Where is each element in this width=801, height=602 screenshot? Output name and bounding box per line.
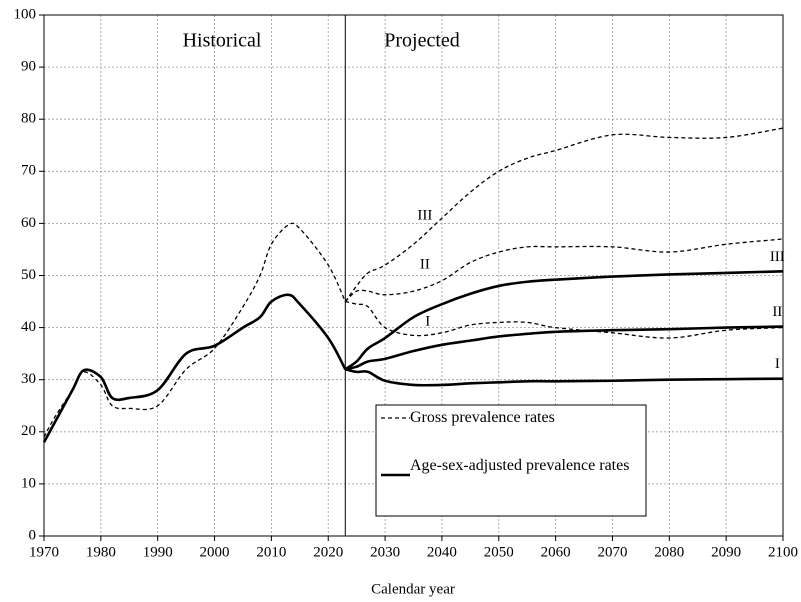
line [344,270,784,371]
x-tick-label: 1970 [29,544,59,560]
y-tick-label: 90 [21,59,36,75]
legend-box [375,404,647,517]
y-tick-label: 10 [21,475,36,491]
x-tick-label: 2090 [711,544,741,560]
annotation: Projected [384,30,460,52]
x-tick-label: 2050 [484,544,514,560]
x-tick-label: 2010 [256,544,286,560]
y-tick-label: 30 [21,371,36,387]
scenario-label: II [772,304,782,320]
scenario-label: I [775,356,780,372]
y-tick-label: 40 [21,319,36,335]
line [344,368,784,387]
y-tick-label: 70 [21,163,36,179]
line [344,238,784,303]
legend: Gross prevalence rates Age-sex-adjusted p… [375,404,647,517]
scenario-label: II [420,256,430,272]
y-tick-label: 80 [21,111,36,127]
x-tick-label: 1990 [143,544,173,560]
y-tick-label: 0 [29,527,37,543]
x-tick-label: 2070 [597,544,627,560]
x-tick-label: 2080 [654,544,684,560]
x-tick-label: 2040 [427,544,457,560]
x-tick-label: 2030 [370,544,400,560]
line [42,293,347,443]
scenario-label: I [425,314,430,330]
legend-label: Gross prevalence rates [410,409,555,426]
y-tick-label: 60 [21,215,36,231]
line [43,222,346,438]
legend-label: Age-sex-adjusted prevalence rates [410,457,630,474]
x-axis-label: Calendar year [371,581,455,597]
x-tick-label: 2100 [768,544,798,560]
x-tick-label: 2000 [200,544,230,560]
line [344,127,784,302]
x-tick-label: 2060 [541,544,571,560]
y-tick-label: 20 [21,423,36,439]
y-tick-label: 50 [21,267,36,283]
scenario-label: III [770,249,785,265]
scenario-label: III [417,207,432,223]
plot-frame [43,14,784,537]
x-tick-label: 2020 [313,544,343,560]
x-tick-label: 1980 [86,544,116,560]
annotation: Historical [183,30,262,52]
legend-entry: Age-sex-adjusted prevalence rates [410,457,630,474]
line [344,325,784,371]
y-tick-label: 100 [14,6,37,22]
legend-entry: Gross prevalence rates [410,409,555,426]
